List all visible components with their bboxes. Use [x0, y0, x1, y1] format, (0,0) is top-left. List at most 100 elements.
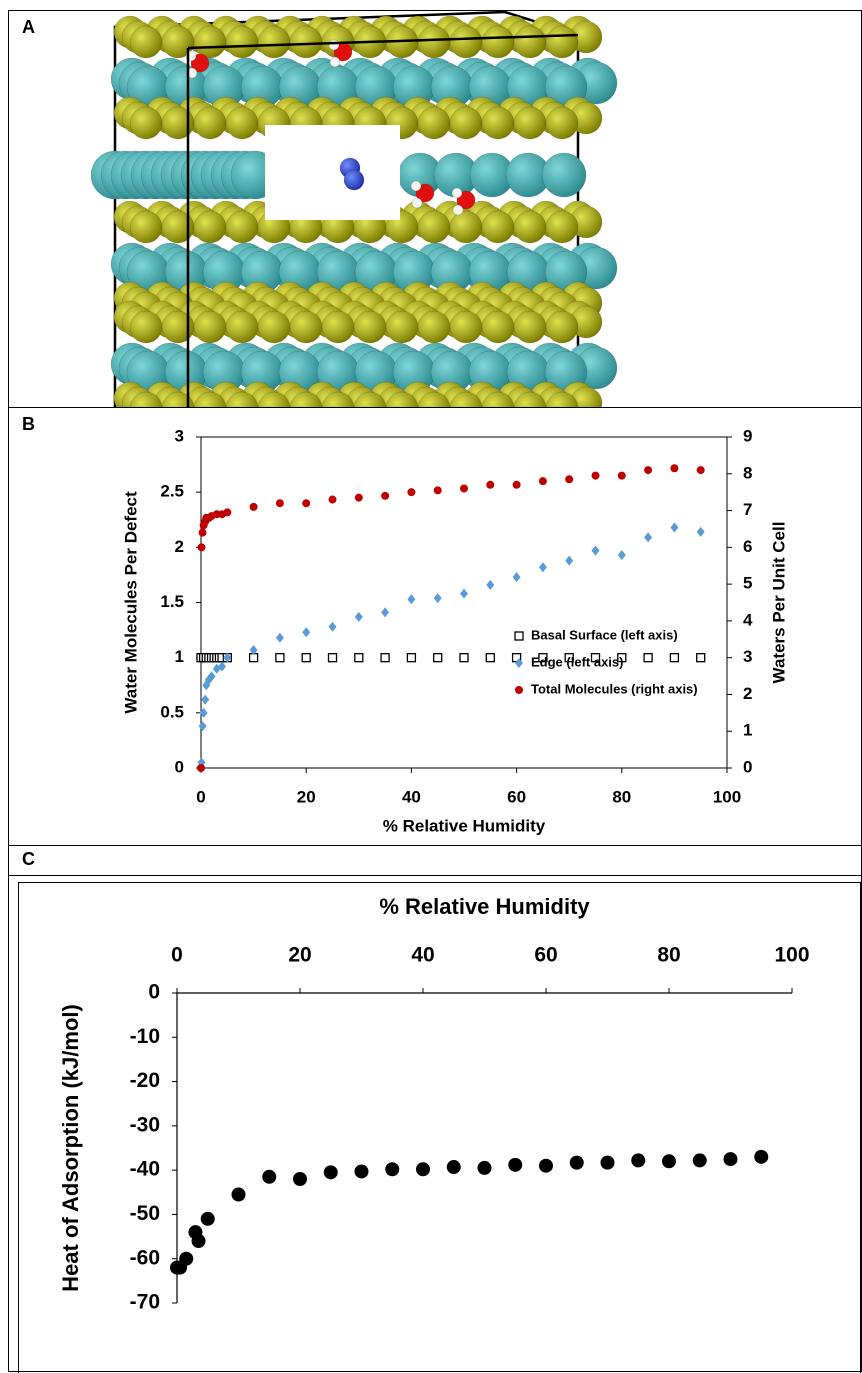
atom: [129, 106, 163, 140]
data-point: [301, 653, 311, 663]
cell-edge: [187, 33, 579, 50]
molecular-structure: [90, 11, 618, 407]
data-point: [590, 653, 601, 663]
data-point: [381, 607, 390, 618]
y-tick-label: 0: [175, 757, 184, 776]
data-point: [696, 466, 705, 475]
y2-tick-label: 0: [743, 757, 752, 776]
atom: [289, 310, 323, 344]
data-point: [670, 522, 679, 533]
atom: [545, 210, 579, 244]
data-point: [485, 653, 495, 663]
data-point: [249, 644, 258, 655]
atom: [449, 210, 483, 244]
atom: [513, 210, 547, 244]
data-point: [723, 1152, 738, 1167]
atom: [190, 53, 210, 73]
atom: [410, 180, 422, 192]
data-point: [433, 486, 442, 495]
data-point: [354, 653, 364, 663]
data-point: [617, 653, 627, 663]
atom: [257, 310, 291, 344]
atom: [257, 25, 291, 59]
atom: [193, 391, 227, 407]
y-tick-label: 1.5: [160, 592, 184, 611]
atom: [385, 391, 419, 407]
x-tick-label: 40: [411, 944, 434, 967]
data-point: [539, 1158, 553, 1173]
data-point: [565, 475, 574, 484]
data-point: [692, 1153, 707, 1168]
y-tick-label: 1: [175, 647, 184, 666]
data-point: [293, 1172, 307, 1186]
atom: [353, 391, 387, 407]
data-point: [354, 493, 363, 502]
atom: [329, 56, 341, 68]
atom: [481, 25, 515, 59]
data-point: [179, 1251, 194, 1266]
data-point: [407, 488, 416, 497]
data-point: [354, 1164, 369, 1179]
x-tick-label: 0: [171, 944, 183, 967]
data-point: [696, 526, 705, 537]
y-tick-label: 2.5: [160, 482, 184, 501]
atom: [161, 391, 195, 407]
data-point: [477, 1160, 492, 1175]
y-tick-label: -70: [130, 1291, 160, 1314]
y-tick-label: -60: [130, 1246, 160, 1269]
x-tick-label: 80: [657, 944, 680, 967]
data-point: [565, 555, 574, 566]
y2-tick-label: 5: [743, 574, 752, 593]
panel-label: C: [22, 849, 35, 869]
legend-label: Edge (left axis): [531, 654, 623, 669]
data-point: [486, 579, 495, 590]
panel-label: B: [22, 414, 35, 434]
y2-tick-label: 7: [743, 500, 752, 519]
atom: [225, 391, 259, 407]
data-point: [514, 631, 524, 641]
data-point: [231, 1187, 246, 1202]
data-point: [302, 499, 311, 508]
data-point: [223, 508, 232, 517]
y-axis-label: Water Molecules Per Defect: [121, 491, 140, 714]
y-axis-label: Heat of Adsorption (kJ/mol): [58, 1004, 83, 1292]
y-tick-label: -10: [130, 1025, 160, 1048]
atom: [129, 25, 163, 59]
atom: [385, 310, 419, 344]
data-point: [207, 671, 216, 682]
atom: [545, 310, 579, 344]
data-point: [591, 545, 600, 556]
data-point: [327, 653, 338, 663]
y2-tick-label: 1: [743, 721, 752, 740]
data-point: [275, 499, 284, 508]
data-point: [262, 1169, 277, 1184]
panel-label: A: [22, 17, 35, 37]
x-tick-label: 80: [612, 787, 631, 806]
data-point: [696, 653, 706, 663]
data-point: [302, 627, 311, 638]
y2-tick-label: 6: [743, 537, 752, 556]
atom: [225, 106, 259, 140]
data-point: [670, 464, 679, 473]
data-point: [218, 661, 227, 672]
atom: [481, 106, 515, 140]
atom: [417, 210, 451, 244]
atom: [541, 152, 587, 198]
data-point: [617, 550, 626, 561]
data-point: [200, 1211, 215, 1226]
y-tick-label: -30: [130, 1113, 160, 1136]
atom: [513, 106, 547, 140]
data-point: [617, 471, 626, 480]
data-point: [644, 466, 653, 475]
data-point: [600, 1155, 615, 1170]
x-tick-label: 20: [297, 787, 316, 806]
y-tick-label: 0: [148, 981, 160, 1004]
atom: [451, 187, 463, 199]
atom: [225, 210, 259, 244]
data-point: [460, 484, 468, 493]
data-point: [512, 572, 521, 583]
data-point: [662, 1154, 676, 1169]
atom: [343, 169, 365, 191]
atom: [321, 310, 355, 344]
data-point: [433, 593, 442, 604]
